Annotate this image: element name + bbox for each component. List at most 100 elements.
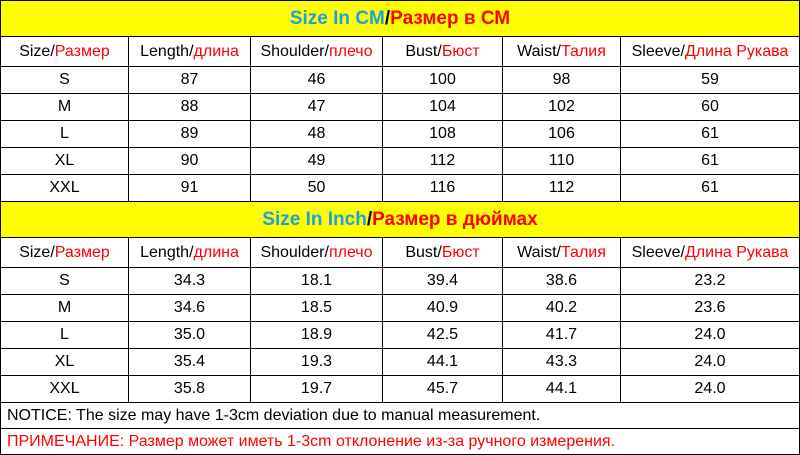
title-ru: Размер в дюймах bbox=[372, 208, 538, 230]
table-cell: 38.6 bbox=[503, 268, 621, 295]
table-cell: M bbox=[1, 295, 129, 322]
header-ru: плечо bbox=[328, 243, 373, 261]
table-cell: 116 bbox=[383, 175, 503, 202]
table-cell: 60 bbox=[621, 94, 800, 121]
table-cell: 102 bbox=[503, 94, 621, 121]
table-cell: 34.3 bbox=[129, 268, 251, 295]
table-cell: S bbox=[1, 67, 129, 94]
table-cell: 112 bbox=[383, 148, 503, 175]
table-cell: 19.7 bbox=[251, 376, 383, 403]
title-en: Size In CM bbox=[289, 7, 385, 29]
notice-en: NOTICE: The size may have 1-3cm deviatio… bbox=[1, 403, 800, 429]
table-cell: 24.0 bbox=[621, 322, 800, 349]
table-cell: 18.5 bbox=[251, 295, 383, 322]
column-header: Sleeve/Длина Рукава bbox=[621, 37, 800, 67]
table-cell: XXL bbox=[1, 175, 129, 202]
header-en: Length/ bbox=[140, 243, 194, 261]
table-cell: 23.2 bbox=[621, 268, 800, 295]
table-cell: 106 bbox=[503, 121, 621, 148]
table-cell: XL bbox=[1, 148, 129, 175]
header-ru: Длина Рукава bbox=[684, 243, 789, 261]
table-cell: 24.0 bbox=[621, 376, 800, 403]
table-cell: 61 bbox=[621, 121, 800, 148]
table-cell: 59 bbox=[621, 67, 800, 94]
column-header: Shoulder/плечо bbox=[251, 37, 383, 67]
table-cell: 40.9 bbox=[383, 295, 503, 322]
table-cell: S bbox=[1, 268, 129, 295]
table-cell: 87 bbox=[129, 67, 251, 94]
table-cell: 42.5 bbox=[383, 322, 503, 349]
table-cell: 89 bbox=[129, 121, 251, 148]
table-cell: 35.8 bbox=[129, 376, 251, 403]
table-cell: 108 bbox=[383, 121, 503, 148]
table-cell: 47 bbox=[251, 94, 383, 121]
table-cell: 44.1 bbox=[503, 376, 621, 403]
table-cell: 40.2 bbox=[503, 295, 621, 322]
table-cell: 104 bbox=[383, 94, 503, 121]
header-ru: длина bbox=[193, 243, 239, 261]
table-cell: 43.3 bbox=[503, 349, 621, 376]
title-en: Size In Inch bbox=[262, 208, 367, 230]
table-cell: 61 bbox=[621, 175, 800, 202]
table-cell: 98 bbox=[503, 67, 621, 94]
table-cell: M bbox=[1, 94, 129, 121]
header-en: Sleeve/ bbox=[631, 243, 685, 261]
table-cell: L bbox=[1, 121, 129, 148]
table-cell: 49 bbox=[251, 148, 383, 175]
header-ru: Размер bbox=[54, 42, 110, 60]
header-en: Waist/ bbox=[517, 243, 561, 261]
column-header: Length/длина bbox=[129, 238, 251, 268]
table-cell: XXL bbox=[1, 376, 129, 403]
title-ru: Размер в СМ bbox=[390, 7, 511, 29]
title-sep: / bbox=[366, 208, 373, 230]
column-header: Size/Размер bbox=[1, 238, 129, 268]
column-header: Bust/Бюст bbox=[383, 238, 503, 268]
column-header: Sleeve/Длина Рукава bbox=[621, 238, 800, 268]
header-en: Shoulder/ bbox=[260, 243, 329, 261]
table-cell: 41.7 bbox=[503, 322, 621, 349]
column-header: Waist/Талия bbox=[503, 238, 621, 268]
header-ru: Размер bbox=[54, 243, 110, 261]
column-header: Length/длина bbox=[129, 37, 251, 67]
header-en: Shoulder/ bbox=[260, 42, 329, 60]
table-cell: 50 bbox=[251, 175, 383, 202]
header-en: Size/ bbox=[19, 42, 55, 60]
table-cell: 34.6 bbox=[129, 295, 251, 322]
table-cell: 88 bbox=[129, 94, 251, 121]
table-cell: 24.0 bbox=[621, 349, 800, 376]
table-cell: 48 bbox=[251, 121, 383, 148]
title-sep: / bbox=[384, 7, 391, 29]
table-cell: 45.7 bbox=[383, 376, 503, 403]
header-en: Bust/ bbox=[405, 243, 442, 261]
table-cell: 61 bbox=[621, 148, 800, 175]
table-cell: 100 bbox=[383, 67, 503, 94]
table-cell: 112 bbox=[503, 175, 621, 202]
header-ru: длина bbox=[193, 42, 239, 60]
column-header: Shoulder/плечо bbox=[251, 238, 383, 268]
header-en: Sleeve/ bbox=[631, 42, 685, 60]
header-ru: Бюст bbox=[441, 42, 480, 60]
table-cell: 19.3 bbox=[251, 349, 383, 376]
table-title: Size In Inch / Размер в дюймах bbox=[1, 202, 800, 238]
header-ru: Бюст bbox=[441, 243, 480, 261]
table-cell: 90 bbox=[129, 148, 251, 175]
table-cell: L bbox=[1, 322, 129, 349]
table-title: Size In CM / Размер в СМ bbox=[1, 1, 800, 37]
header-ru: плечо bbox=[328, 42, 373, 60]
table-cell: 35.4 bbox=[129, 349, 251, 376]
table-cell: 18.9 bbox=[251, 322, 383, 349]
header-en: Size/ bbox=[19, 243, 55, 261]
table-cell: 110 bbox=[503, 148, 621, 175]
table-cell: 91 bbox=[129, 175, 251, 202]
table-cell: 46 bbox=[251, 67, 383, 94]
header-en: Bust/ bbox=[405, 42, 442, 60]
header-ru: Талия bbox=[560, 243, 606, 261]
notice-ru: ПРИМЕЧАНИЕ: Размер может иметь 1-3cm отк… bbox=[1, 429, 800, 455]
column-header: Size/Размер bbox=[1, 37, 129, 67]
table-cell: 44.1 bbox=[383, 349, 503, 376]
header-ru: Длина Рукава bbox=[684, 42, 789, 60]
header-en: Waist/ bbox=[517, 42, 561, 60]
table-cell: 39.4 bbox=[383, 268, 503, 295]
table-cell: XL bbox=[1, 349, 129, 376]
